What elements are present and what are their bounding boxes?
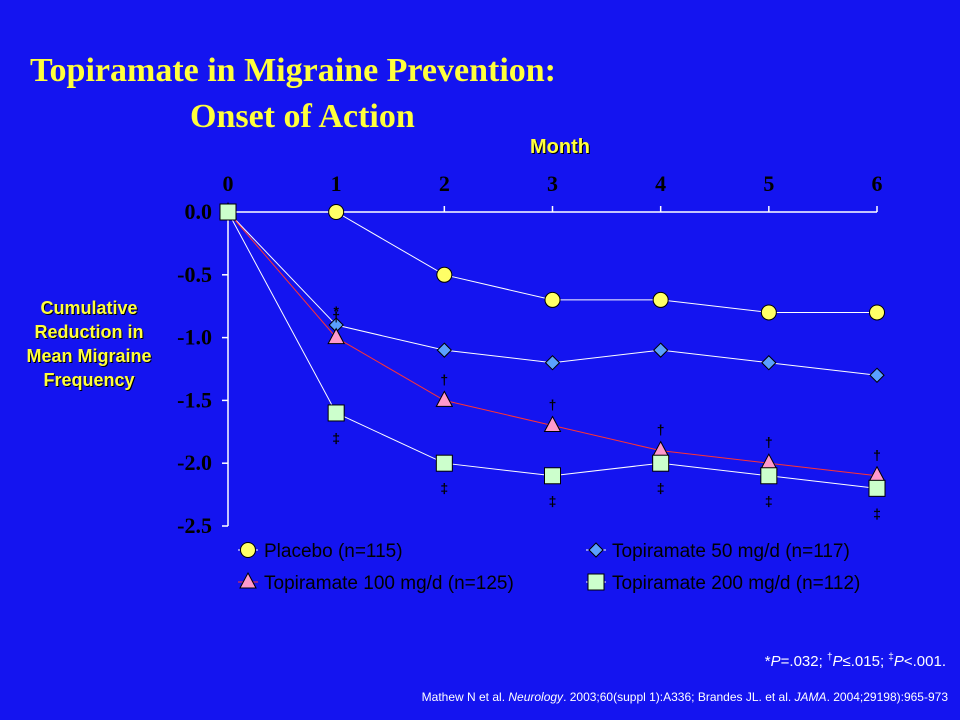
significance-mark: † — [873, 447, 881, 463]
data-point-s0 — [544, 291, 561, 308]
significance-mark: ‡ — [765, 493, 773, 509]
data-point-s0 — [328, 204, 345, 220]
data-point-s2 — [327, 327, 345, 345]
data-point-s1 — [761, 355, 777, 371]
y-axis-title: Cumulative Reduction in Mean Migraine Fr… — [26, 298, 152, 390]
legend-label: Topiramate 50 mg/d (n=117) — [612, 541, 850, 562]
legend-label: Topiramate 200 mg/d (n=112) — [612, 573, 860, 594]
legend-marker — [240, 542, 256, 558]
x-tick-label: 4 — [655, 171, 666, 196]
legend-marker — [588, 542, 604, 558]
data-point-s0 — [760, 304, 777, 321]
data-point-s1 — [436, 342, 453, 358]
chart-title-line1: Topiramate in Migraine Prevention: — [30, 52, 557, 89]
significance-mark: † — [332, 309, 340, 325]
significance-mark: ‡ — [549, 493, 557, 509]
significance-mark: * — [333, 303, 339, 319]
significance-mark: † — [657, 422, 665, 438]
data-point-s0 — [652, 291, 669, 308]
significance-footnote: *P=.032; †P≤.015; ‡P<.001. — [764, 652, 946, 670]
y-tick-label: -1.0 — [177, 325, 212, 350]
significance-mark: † — [765, 434, 773, 450]
y-tick-label: -2.5 — [177, 513, 212, 538]
chart-title-line2: Onset of Action — [190, 98, 415, 135]
data-point-s2 — [435, 390, 454, 407]
data-point-s0 — [436, 266, 453, 283]
series-line-3 — [227, 211, 878, 489]
data-point-s2 — [868, 465, 886, 483]
significance-mark: ‡ — [332, 430, 340, 446]
citation: Mathew N et al. Neurology. 2003;60(suppl… — [421, 690, 948, 704]
data-point-s2 — [543, 415, 562, 433]
data-point-s3 — [868, 479, 886, 497]
data-point-s3 — [760, 467, 778, 485]
legend-label: Topiramate 100 mg/d (n=125) — [264, 573, 514, 594]
x-axis-title: Month — [530, 136, 590, 158]
significance-mark: ‡ — [657, 480, 665, 496]
significance-mark: † — [549, 397, 557, 413]
significance-mark: ‡ — [440, 480, 448, 496]
series-line-2 — [227, 211, 878, 477]
significance-mark: † — [440, 371, 448, 387]
x-tick-label: 1 — [331, 171, 342, 196]
x-tick-label: 6 — [872, 171, 883, 196]
data-point-s1 — [652, 342, 669, 358]
legend-marker — [239, 571, 257, 589]
x-tick-label: 3 — [547, 171, 558, 196]
y-tick-label: 0.0 — [185, 199, 213, 224]
x-tick-label: 5 — [763, 171, 774, 196]
y-tick-label: -1.5 — [177, 387, 212, 412]
data-point-s0 — [869, 304, 885, 321]
y-tick-label: -2.0 — [177, 450, 212, 475]
significance-mark: ‡ — [873, 505, 881, 521]
y-tick-label: -0.5 — [177, 262, 212, 287]
data-point-s1 — [869, 367, 885, 383]
data-point-s1 — [544, 355, 561, 371]
legend-marker — [587, 573, 605, 591]
data-point-s2 — [759, 453, 778, 470]
data-point-s3 — [544, 467, 561, 485]
data-point-s3 — [327, 404, 345, 422]
x-tick-label: 2 — [439, 171, 450, 196]
x-tick-label: 0 — [223, 171, 234, 196]
data-point-s3 — [219, 203, 237, 221]
legend-label: Placebo (n=115) — [264, 541, 403, 562]
data-point-s3 — [652, 454, 670, 472]
data-point-s3 — [435, 454, 453, 472]
